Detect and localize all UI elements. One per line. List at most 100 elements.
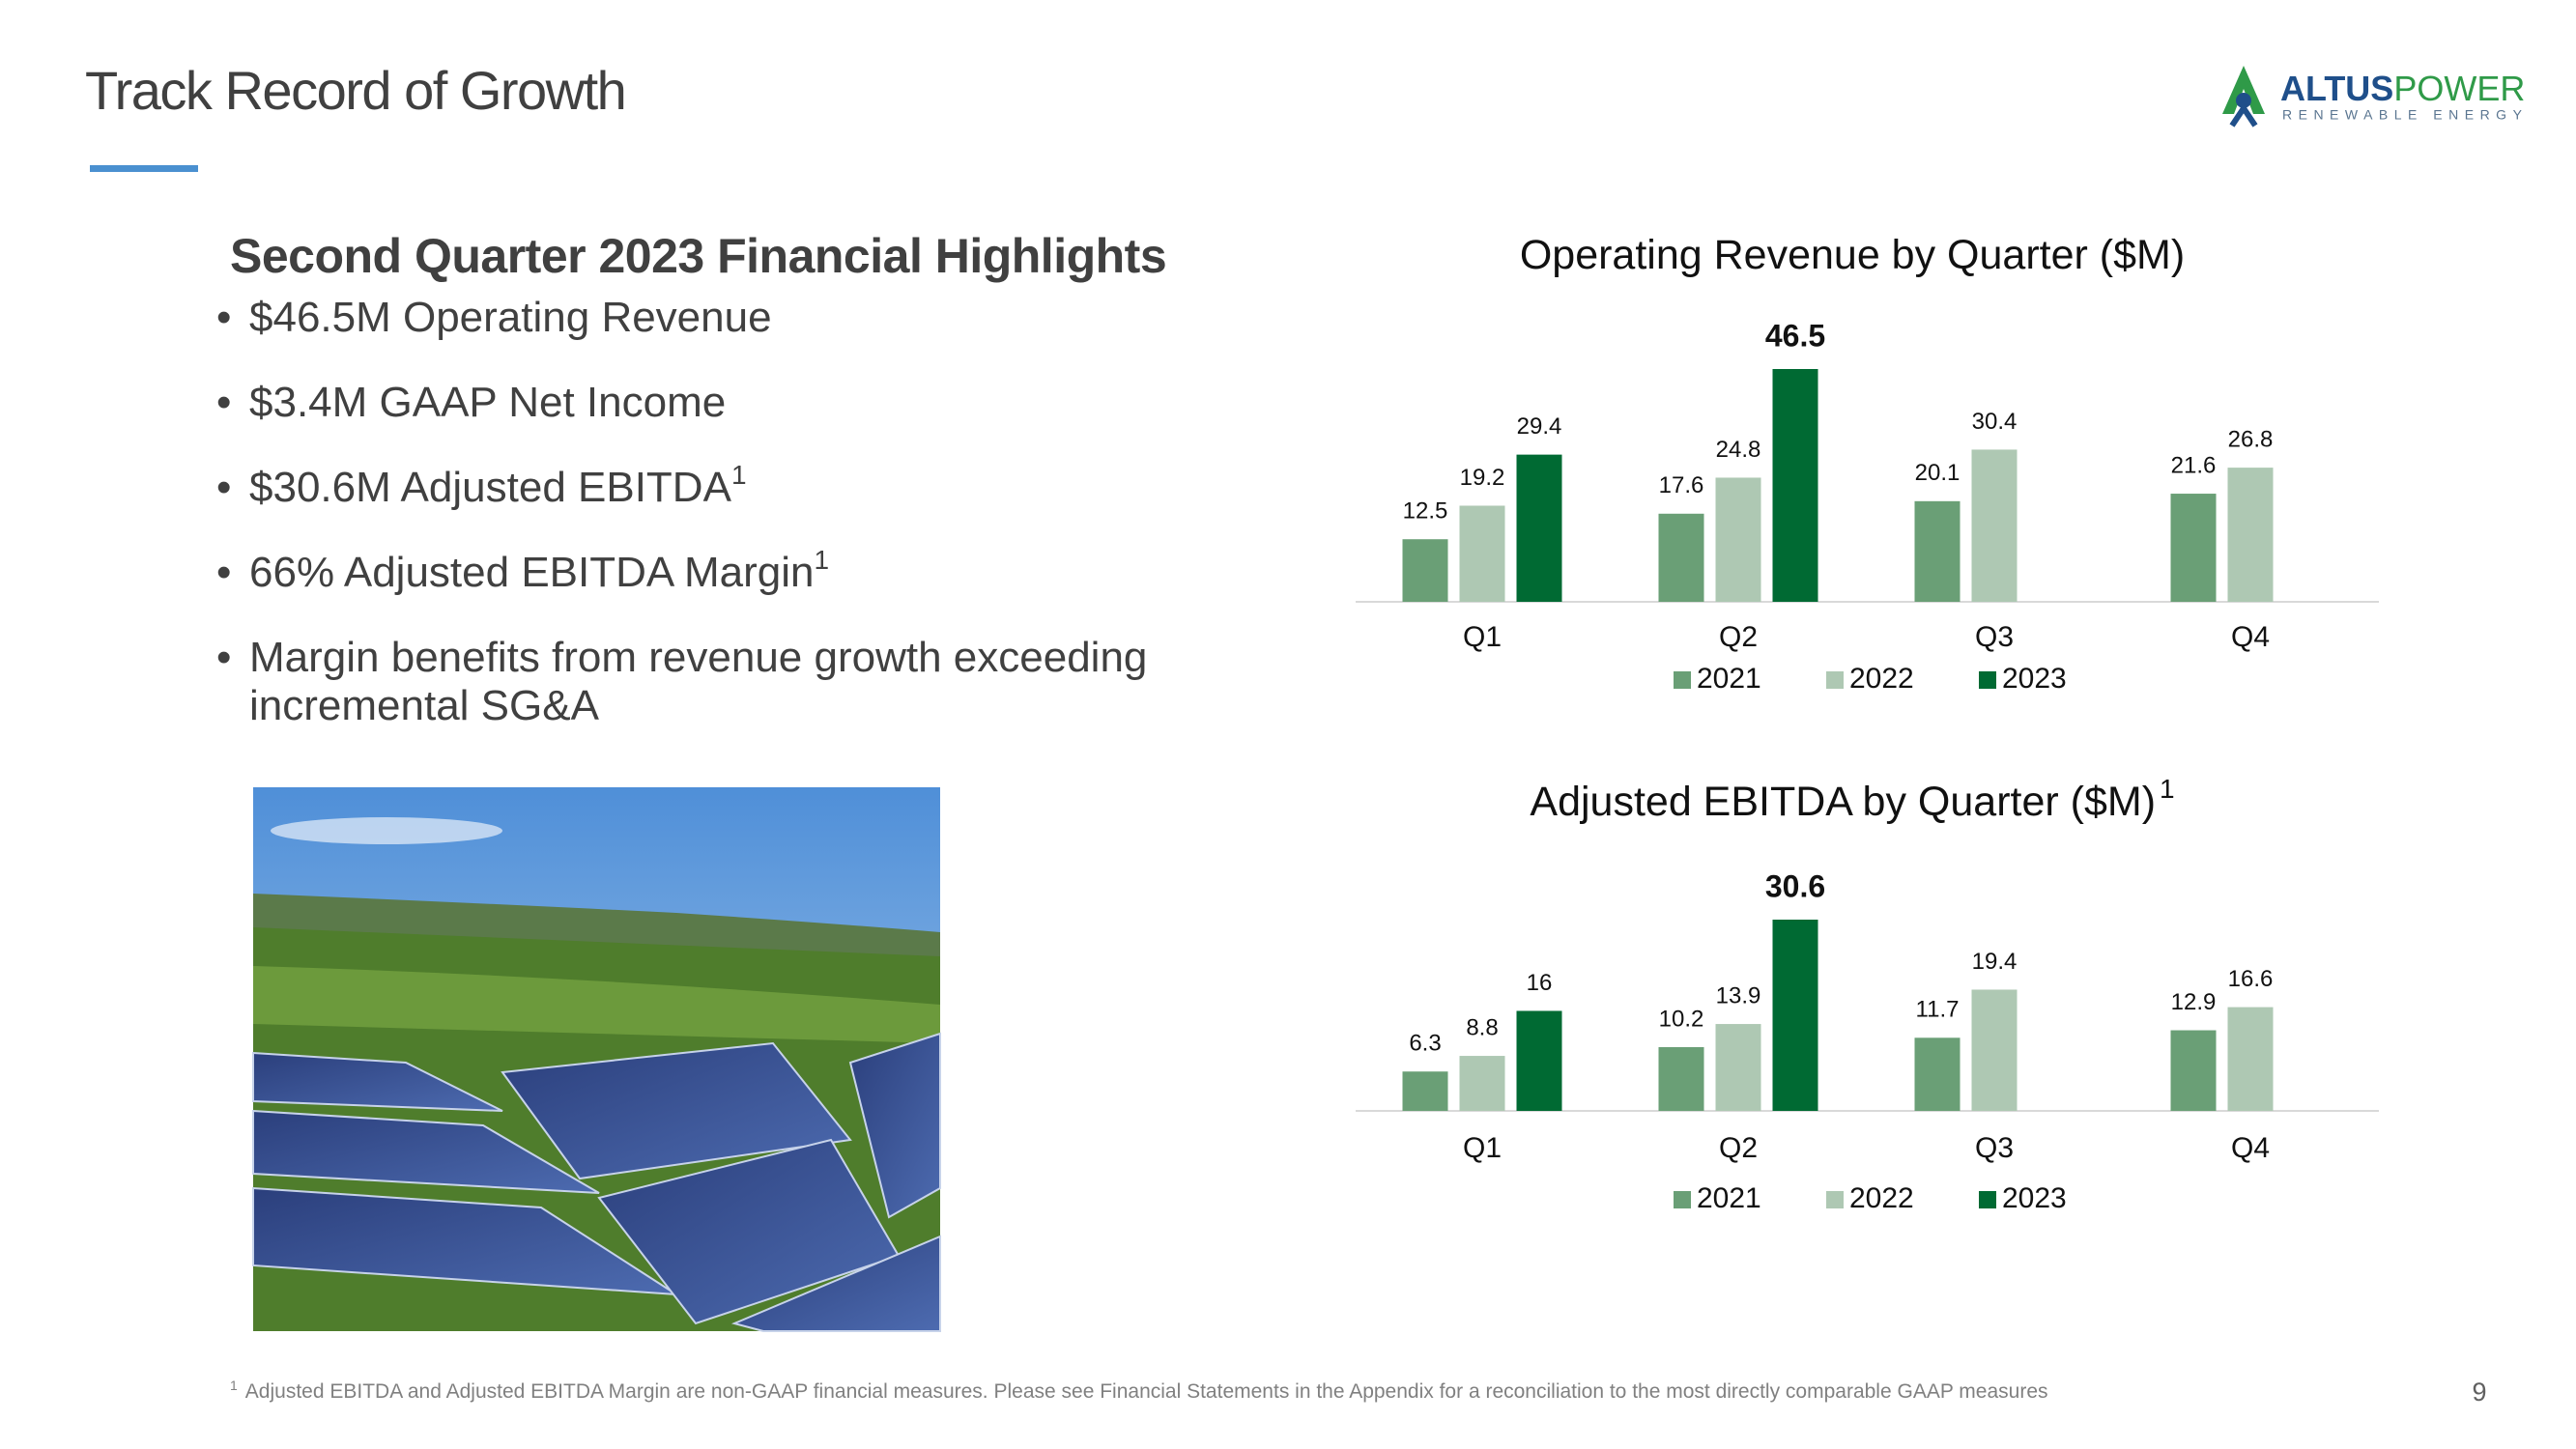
chart-title-text: Adjusted EBITDA by Quarter ($M) <box>1530 779 2156 825</box>
data-label: 13.9 <box>1716 982 1761 1009</box>
highlights: Second Quarter 2023 Financial Highlights… <box>216 228 1192 767</box>
bar <box>1914 1037 1961 1111</box>
legend-swatch <box>1674 671 1691 689</box>
data-label: 6.3 <box>1409 1031 1441 1057</box>
logo-icon <box>2222 66 2265 114</box>
logo-main: ALTUS <box>2280 69 2393 108</box>
bar <box>1459 1056 1505 1111</box>
footnote-text: Adjusted EBITDA and Adjusted EBITDA Marg… <box>245 1380 2048 1403</box>
bullet-text: $30.6M Adjusted EBITDA <box>249 464 731 511</box>
category-label: Q3 <box>1975 621 2014 653</box>
bullet: 66% Adjusted EBITDA Margin1 <box>216 547 1192 598</box>
bar <box>1658 513 1704 602</box>
legend-swatch <box>1674 1191 1691 1208</box>
highlights-title: Second Quarter 2023 Financial Highlights <box>230 229 1167 283</box>
legend-label: 2022 <box>1849 663 1914 695</box>
bullet: Margin benefits from revenue growth exce… <box>216 634 1192 730</box>
legend-swatch <box>1979 671 1996 689</box>
bar <box>1715 477 1761 602</box>
data-label: 24.8 <box>1716 437 1761 463</box>
logo-accent: POWER <box>2393 69 2525 108</box>
category-label: Q4 <box>2231 1132 2270 1164</box>
bullet-text: $3.4M GAAP Net Income <box>249 379 727 426</box>
category-label: Q2 <box>1719 621 1758 653</box>
chart-title-text: Operating Revenue by Quarter ($M) <box>1520 232 2185 278</box>
logo: ALTUSPOWER RENEWABLE ENERGY <box>2222 66 2528 128</box>
bullet-text: Margin benefits from revenue growth exce… <box>249 634 1148 729</box>
data-label: 46.5 <box>1765 318 1825 353</box>
page-number: 9 <box>2472 1378 2486 1406</box>
legend-label: 2023 <box>2002 663 2067 695</box>
bullet-text: $46.5M Operating Revenue <box>249 294 772 341</box>
legend-swatch <box>1826 1191 1844 1208</box>
photo <box>252 787 941 1332</box>
photo-cloud <box>271 817 502 844</box>
data-label: 19.4 <box>1972 949 2018 975</box>
bar <box>1516 454 1562 602</box>
bar <box>1459 505 1505 602</box>
footnote: 1 Adjusted EBITDA and Adjusted EBITDA Mar… <box>230 1378 2048 1403</box>
logo-icon <box>2236 93 2251 108</box>
bullet: $46.5M Operating Revenue <box>216 294 1192 342</box>
photo-panel <box>501 1041 852 1180</box>
data-label: 20.1 <box>1915 460 1961 486</box>
photo-panel <box>252 1051 503 1112</box>
bar <box>1715 1024 1761 1111</box>
bar <box>1516 1010 1562 1111</box>
category-label: Q4 <box>2231 621 2270 653</box>
photo-panel <box>730 1235 941 1332</box>
data-label: 8.8 <box>1466 1014 1498 1040</box>
bar <box>2227 468 2274 602</box>
footnote-marker: 1 <box>230 1378 238 1393</box>
bullet-sup: 1 <box>814 545 830 575</box>
data-label: 30.4 <box>1972 409 2018 435</box>
legend-label: 2021 <box>1697 1182 1761 1214</box>
bar <box>2227 1007 2274 1111</box>
photo-meadow <box>253 966 940 1043</box>
logo-sub: RENEWABLE ENERGY <box>2282 107 2528 123</box>
data-label: 12.9 <box>2171 989 2217 1015</box>
title-underline <box>90 165 198 172</box>
data-label: 16.6 <box>2228 966 2274 992</box>
logo-text: ALTUSPOWER <box>2280 69 2525 108</box>
legend-swatch <box>1826 671 1844 689</box>
bar <box>1772 920 1818 1111</box>
bar <box>1402 539 1448 602</box>
data-label: 17.6 <box>1659 472 1704 498</box>
category-label: Q1 <box>1463 1132 1502 1164</box>
legend-label: 2022 <box>1849 1182 1914 1214</box>
bar <box>1914 500 1961 602</box>
logo-icon <box>2229 102 2258 128</box>
data-label: 16 <box>1527 970 1553 996</box>
legend-label: 2021 <box>1697 663 1761 695</box>
photo-panels <box>252 1032 941 1332</box>
bar <box>1971 449 2018 602</box>
bullet-sup: 1 <box>730 460 747 490</box>
bar <box>1772 369 1818 602</box>
data-label: 30.6 <box>1765 868 1825 903</box>
bullet: $3.4M GAAP Net Income <box>216 379 1192 427</box>
bullet: $30.6M Adjusted EBITDA1 <box>216 462 1192 513</box>
bullet-text: 66% Adjusted EBITDA Margin <box>249 549 815 596</box>
data-label: 12.5 <box>1403 498 1448 525</box>
data-label: 10.2 <box>1659 1006 1704 1032</box>
bar <box>2170 494 2217 602</box>
bar <box>1971 989 2018 1111</box>
bar <box>1402 1071 1448 1111</box>
data-label: 21.6 <box>2171 452 2217 478</box>
category-label: Q1 <box>1463 621 1502 653</box>
chart-title-sup: 1 <box>2160 774 2175 804</box>
legend-label: 2023 <box>2002 1182 2067 1214</box>
category-label: Q2 <box>1719 1132 1758 1164</box>
chart-title: Operating Revenue by Quarter ($M) <box>1520 232 2185 278</box>
data-label: 11.7 <box>1916 997 1960 1023</box>
data-label: 19.2 <box>1460 465 1505 491</box>
bar <box>2170 1030 2217 1111</box>
bar <box>1658 1047 1704 1111</box>
category-label: Q3 <box>1975 1132 2014 1164</box>
photo-panel <box>252 1109 600 1194</box>
chart-title: Adjusted EBITDA by Quarter ($M) 1 <box>1530 774 2174 825</box>
data-label: 26.8 <box>2228 426 2274 452</box>
